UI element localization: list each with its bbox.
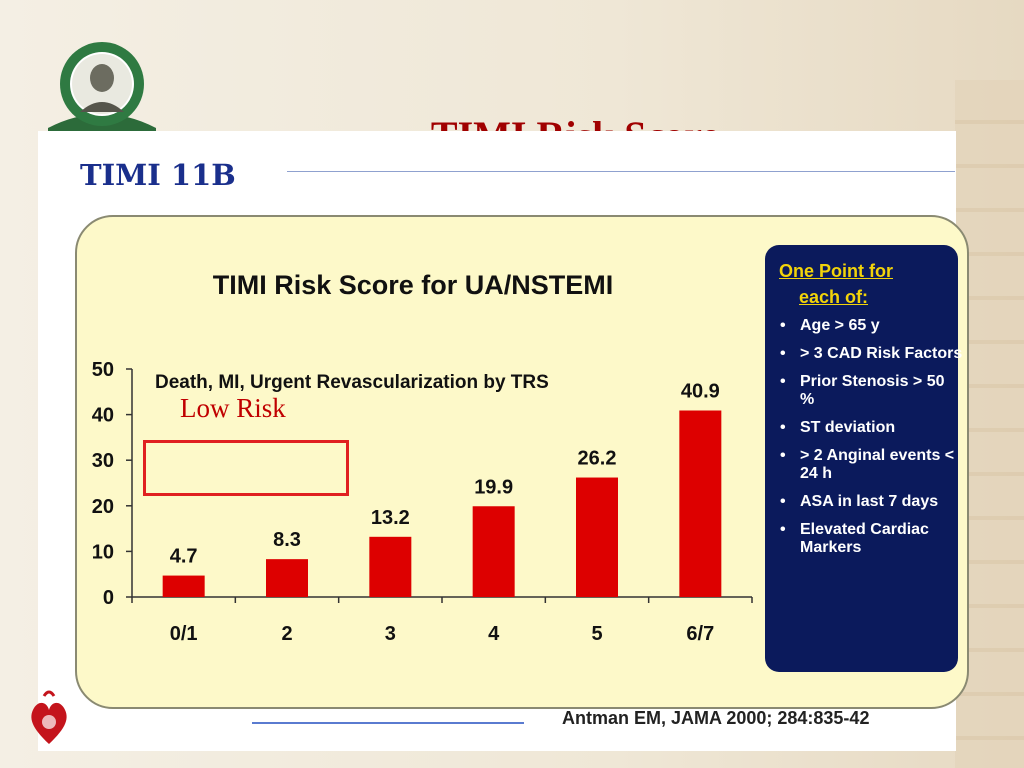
bar <box>369 536 412 597</box>
panel-title-rule <box>287 171 955 172</box>
criteria-heading: One Point for each of: <box>779 258 893 310</box>
criteria-item: > 2 Anginal events < 24 h <box>778 447 963 483</box>
criteria-item: Elevated Cardiac Markers <box>778 521 963 557</box>
panel-title: TIMI 11B <box>80 158 236 192</box>
criteria-item: Prior Stenosis > 50 % <box>778 373 963 409</box>
bar-value-label: 13.2 <box>371 507 410 529</box>
criteria-item: Age > 65 y <box>778 317 963 335</box>
criteria-heading-line2: each of: <box>799 287 869 307</box>
bar-value-label: 4.7 <box>170 546 198 568</box>
bar-value-label: 26.2 <box>578 448 617 470</box>
chart-title: TIMI Risk Score for UA/NSTEMI <box>213 270 614 300</box>
bar-value-label: 19.9 <box>474 476 513 498</box>
criteria-item: > 3 CAD Risk Factors <box>778 345 963 363</box>
low-risk-annotation: Low Risk <box>180 393 286 423</box>
bar <box>266 559 308 597</box>
criteria-item: ST deviation <box>778 419 963 437</box>
bar <box>679 410 722 597</box>
criteria-list: Age > 65 y > 3 CAD Risk Factors Prior St… <box>778 317 963 567</box>
y-tick-label: 50 <box>92 359 114 381</box>
low-risk-highlight-box <box>143 440 349 496</box>
x-category-label: 6/7 <box>686 623 714 645</box>
bar <box>472 506 515 597</box>
heart-logo <box>26 688 72 753</box>
bar-value-label: 40.9 <box>681 380 720 402</box>
citation: Antman EM, JAMA 2000; 284:835-42 <box>562 708 870 728</box>
footer-rule <box>252 722 524 724</box>
y-tick-label: 20 <box>92 496 114 518</box>
y-tick-label: 0 <box>103 587 114 609</box>
x-category-label: 3 <box>385 623 396 645</box>
criteria-heading-line1: One Point for <box>779 261 893 281</box>
y-tick-label: 30 <box>92 450 114 472</box>
university-seal-logo <box>40 40 164 137</box>
criteria-item: ASA in last 7 days <box>778 493 963 511</box>
chart-subtitle: Death, MI, Urgent Revascularization by T… <box>155 372 549 393</box>
x-category-label: 0/1 <box>170 623 198 645</box>
x-category-label: 5 <box>591 623 602 645</box>
x-category-label: 2 <box>281 623 292 645</box>
y-tick-label: 40 <box>92 405 114 427</box>
bar-value-label: 8.3 <box>273 529 301 551</box>
y-tick-label: 10 <box>92 541 114 563</box>
bar <box>576 477 618 597</box>
x-category-label: 4 <box>488 623 500 645</box>
bar <box>162 575 205 597</box>
